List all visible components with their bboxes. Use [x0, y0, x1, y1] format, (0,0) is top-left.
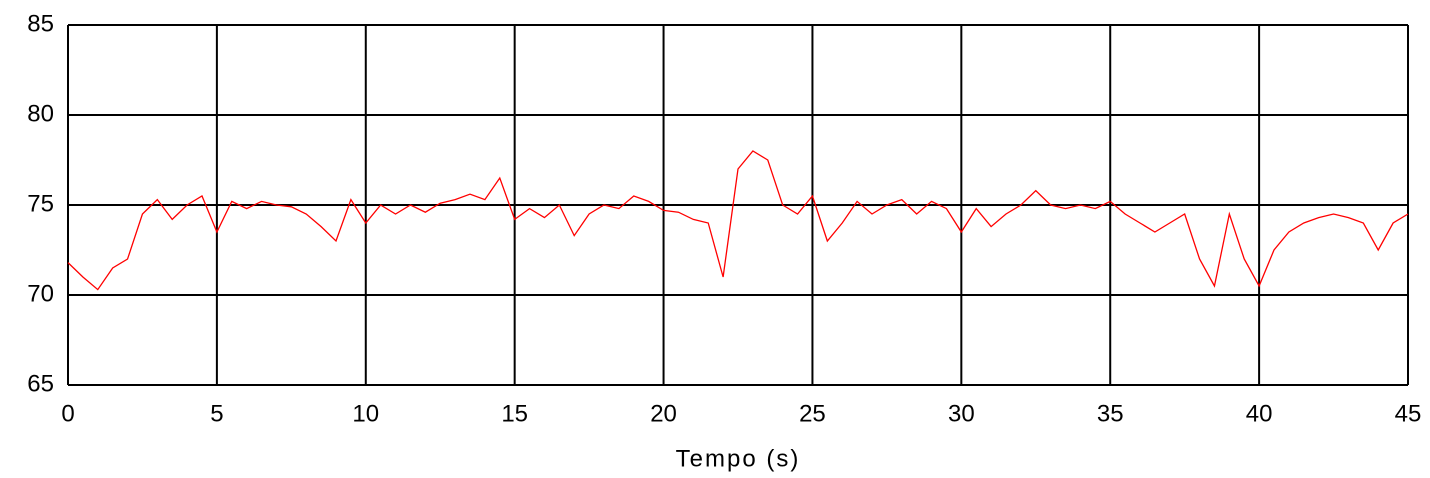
y-tick-label: 85: [27, 10, 54, 37]
x-tick-label: 35: [1097, 400, 1124, 427]
data-line: [67, 150, 1409, 291]
y-tick-label: 75: [27, 190, 54, 217]
x-tick-label: 0: [61, 400, 74, 427]
x-tick-label: 30: [948, 400, 975, 427]
x-tick-label: 40: [1246, 400, 1273, 427]
y-tick-label: 80: [27, 100, 54, 127]
x-tick-label: 15: [501, 400, 528, 427]
x-tick-label: 5: [210, 400, 223, 427]
x-tick-label: 45: [1395, 400, 1422, 427]
y-tick-label: 65: [27, 370, 54, 397]
x-tick-label: 25: [799, 400, 826, 427]
x-axis-label: Tempo (s): [676, 445, 801, 472]
x-tick-label: 20: [650, 400, 677, 427]
x-tick-label: 10: [352, 400, 379, 427]
y-tick-label: 70: [27, 280, 54, 307]
